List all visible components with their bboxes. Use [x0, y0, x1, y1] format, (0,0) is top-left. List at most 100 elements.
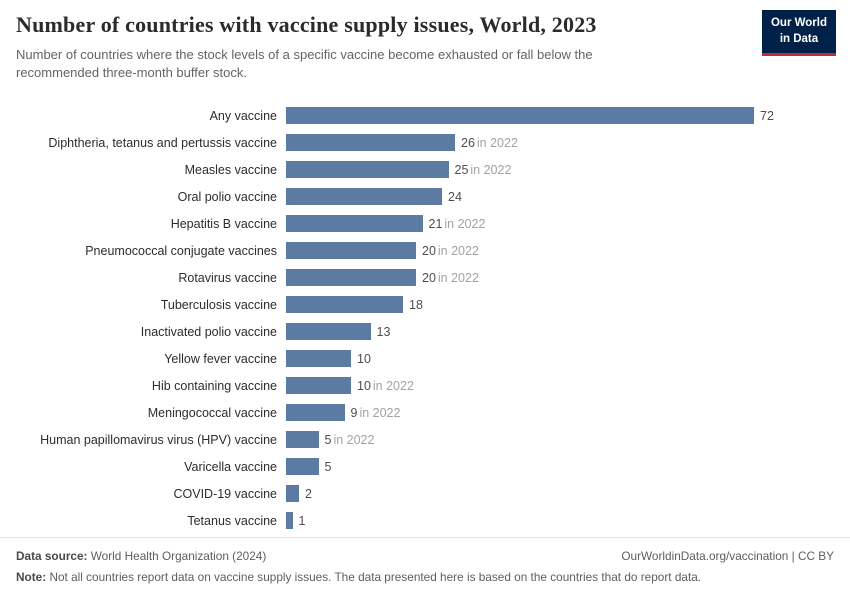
category-label[interactable]: Yellow fever vaccine — [164, 351, 277, 366]
bar[interactable] — [286, 512, 293, 530]
chart-title: Number of countries with vaccine supply … — [16, 12, 597, 37]
category-label[interactable]: Tetanus vaccine — [187, 513, 277, 528]
bar-chart: Any vaccine 72 Diphtheria, tetanus and per… — [0, 102, 850, 534]
value-label: 20 — [422, 270, 436, 285]
bar[interactable] — [286, 134, 455, 152]
value-label: 1 — [298, 513, 306, 528]
footer-note: Note: Not all countries report data on v… — [16, 569, 834, 586]
value-label: 9 — [350, 405, 358, 420]
bar-row: Tuberculosis vaccine 18 — [16, 291, 850, 318]
category-label[interactable]: Hib containing vaccine — [151, 378, 277, 393]
category-label[interactable]: Human papillomavirus virus (HPV) vaccine — [40, 432, 277, 447]
bar[interactable] — [286, 161, 449, 179]
category-label[interactable]: Meningococcal vaccine — [147, 405, 277, 420]
value-label: 26 — [461, 135, 475, 150]
category-label[interactable]: Measles vaccine — [184, 162, 277, 177]
value-note: in 2022 — [437, 270, 479, 285]
value-label: 25 — [454, 162, 469, 177]
bar-row: Measles vaccine 25 in 2022 — [16, 156, 850, 183]
bar-row: Hib containing vaccine 10 in 2022 — [16, 372, 850, 399]
value-label: 2 — [305, 486, 312, 501]
owid-logo-line1: Our World — [770, 17, 827, 29]
value-note: in 2022 — [476, 135, 518, 150]
category-label[interactable]: Oral polio vaccine — [177, 189, 277, 204]
bar-track: 20 in 2022 — [286, 269, 850, 287]
bar[interactable] — [286, 350, 351, 368]
chart-header: Number of countries with vaccine supply … — [0, 0, 850, 82]
bar-track: 13 — [286, 323, 850, 341]
bar-track: 72 — [286, 107, 850, 125]
bar[interactable] — [286, 485, 299, 503]
bar-row: Hepatitis B vaccine 21 in 2022 — [16, 210, 850, 237]
value-note: in 2022 — [444, 216, 486, 231]
value-note: in 2022 — [372, 378, 414, 393]
bar-track: 1 — [286, 512, 850, 530]
value-label: 10 — [357, 351, 371, 366]
value-note: in 2022 — [470, 162, 512, 177]
bar-row: Varicella vaccine 5 — [16, 453, 850, 480]
category-label[interactable]: Varicella vaccine — [184, 459, 277, 474]
bar[interactable] — [286, 431, 319, 449]
category-label[interactable]: Hepatitis B vaccine — [170, 216, 277, 231]
value-note: in 2022 — [359, 405, 401, 420]
value-label: 18 — [409, 297, 423, 312]
data-source-label: Data source: — [16, 548, 88, 563]
bar-row: Oral polio vaccine 24 — [16, 183, 850, 210]
value-label: 13 — [376, 324, 391, 339]
bar-track: 24 — [286, 188, 850, 206]
category-label[interactable]: Any vaccine — [209, 108, 277, 123]
bar-row: COVID-19 vaccine 2 — [16, 480, 850, 507]
value-label: 24 — [448, 189, 462, 204]
bar-track: 2 — [286, 485, 850, 503]
value-note: in 2022 — [437, 243, 479, 258]
chart-subtitle: Number of countries where the stock leve… — [16, 47, 593, 81]
footer-note-label: Note: — [16, 569, 47, 584]
bar[interactable] — [286, 188, 442, 206]
category-label[interactable]: Pneumococcal conjugate vaccines — [85, 243, 277, 258]
bar[interactable] — [286, 242, 416, 260]
bar-row: Yellow fever vaccine 10 — [16, 345, 850, 372]
value-label: 10 — [357, 378, 371, 393]
category-label[interactable]: COVID-19 vaccine — [173, 486, 277, 501]
value-label: 21 — [428, 216, 443, 231]
owid-credit-link[interactable]: OurWorldinData.org/vaccination | CC BY — [621, 548, 834, 563]
value-label: 72 — [760, 108, 774, 123]
footer-note-text: Not all countries report data on vaccine… — [49, 569, 702, 584]
bar[interactable] — [286, 458, 319, 476]
value-label: 5 — [324, 459, 332, 474]
value-note: in 2022 — [333, 432, 375, 447]
bar[interactable] — [286, 269, 416, 287]
bar-row: Rotavirus vaccine 20 in 2022 — [16, 264, 850, 291]
bar[interactable] — [286, 377, 351, 395]
bar-track: 25 in 2022 — [286, 161, 850, 179]
bar-row: Inactivated polio vaccine 13 — [16, 318, 850, 345]
bar-track: 9 in 2022 — [286, 404, 850, 422]
bar-track: 26 in 2022 — [286, 134, 850, 152]
bar-row: Diphtheria, tetanus and pertussis vaccin… — [16, 129, 850, 156]
bar[interactable] — [286, 296, 403, 314]
category-label[interactable]: Rotavirus vaccine — [178, 270, 277, 285]
data-source: Data source: World Health Organization (… — [16, 548, 266, 565]
bar-row: Any vaccine 72 — [16, 102, 850, 129]
bar[interactable] — [286, 323, 371, 341]
owid-logo[interactable]: Our World in Data — [761, 10, 836, 57]
bar-track: 10 in 2022 — [286, 377, 850, 395]
bar-track: 10 — [286, 350, 850, 368]
data-source-text: World Health Organization (2024) — [90, 548, 267, 563]
bar-row: Human papillomavirus virus (HPV) vaccine… — [16, 426, 850, 453]
value-label: 20 — [422, 243, 436, 258]
bar[interactable] — [286, 404, 345, 422]
category-label[interactable]: Tuberculosis vaccine — [160, 297, 277, 312]
bar[interactable] — [286, 215, 423, 233]
chart-footer: Data source: World Health Organization (… — [0, 536, 850, 600]
bar-track: 5 in 2022 — [286, 431, 850, 449]
category-label[interactable]: Inactivated polio vaccine — [140, 324, 277, 339]
bar-row: Tetanus vaccine 1 — [16, 507, 850, 534]
bar[interactable] — [286, 107, 754, 125]
footer-top-row: Data source: World Health Organization (… — [16, 548, 834, 565]
bar-track: 21 in 2022 — [286, 215, 850, 233]
bar-row: Pneumococcal conjugate vaccines 20 in 2022 — [16, 237, 850, 264]
owid-logo-line2: in Data — [779, 32, 819, 45]
category-label[interactable]: Diphtheria, tetanus and pertussis vaccin… — [48, 135, 277, 150]
